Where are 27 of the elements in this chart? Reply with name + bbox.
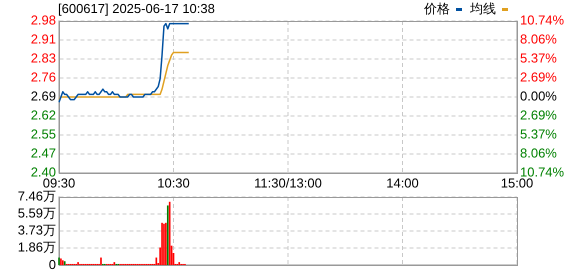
chart-title: [600617] 2025-06-17 10:38 — [58, 0, 215, 17]
x-tick-label: 11:30/13:00 — [254, 175, 322, 190]
y2-tick-label: 8.06% — [520, 32, 558, 47]
y2-tick-label: 5.37% — [520, 126, 558, 142]
y-tick-label: 3.73万 — [18, 222, 56, 238]
y2-tick-label: 8.06% — [520, 146, 558, 161]
y-tick-label: 2.83 — [30, 50, 56, 66]
y-tick-label: 2.62 — [30, 108, 56, 123]
y-tick-label: 2.98 — [30, 12, 56, 28]
x-tick-label: 14:00 — [386, 175, 419, 190]
y2-tick-label: 2.69% — [520, 70, 558, 85]
y-tick-label: 7.46万 — [18, 188, 56, 204]
y-tick-label: 2.91 — [30, 32, 56, 47]
y2-tick-label: 2.69% — [520, 108, 558, 123]
legend-label: 价格 — [424, 1, 451, 16]
y-tick-label: 2.47 — [30, 146, 56, 161]
y-tick-label: 2.76 — [30, 70, 56, 85]
y-tick-label: 2.55 — [30, 126, 56, 142]
legend-label: 均线 — [470, 1, 497, 16]
x-tick-label: 10:30 — [157, 175, 190, 190]
y-tick-label: 5.59万 — [18, 206, 56, 221]
y-tick-label: 2.69 — [30, 88, 56, 104]
y2-tick-label: 0.00% — [520, 88, 558, 104]
y-tick-label: 1.86万 — [18, 240, 56, 255]
y2-tick-label: 5.37% — [520, 50, 558, 66]
y2-tick-label: 10.74% — [520, 12, 565, 28]
y-tick-label: 0 — [48, 256, 56, 272]
